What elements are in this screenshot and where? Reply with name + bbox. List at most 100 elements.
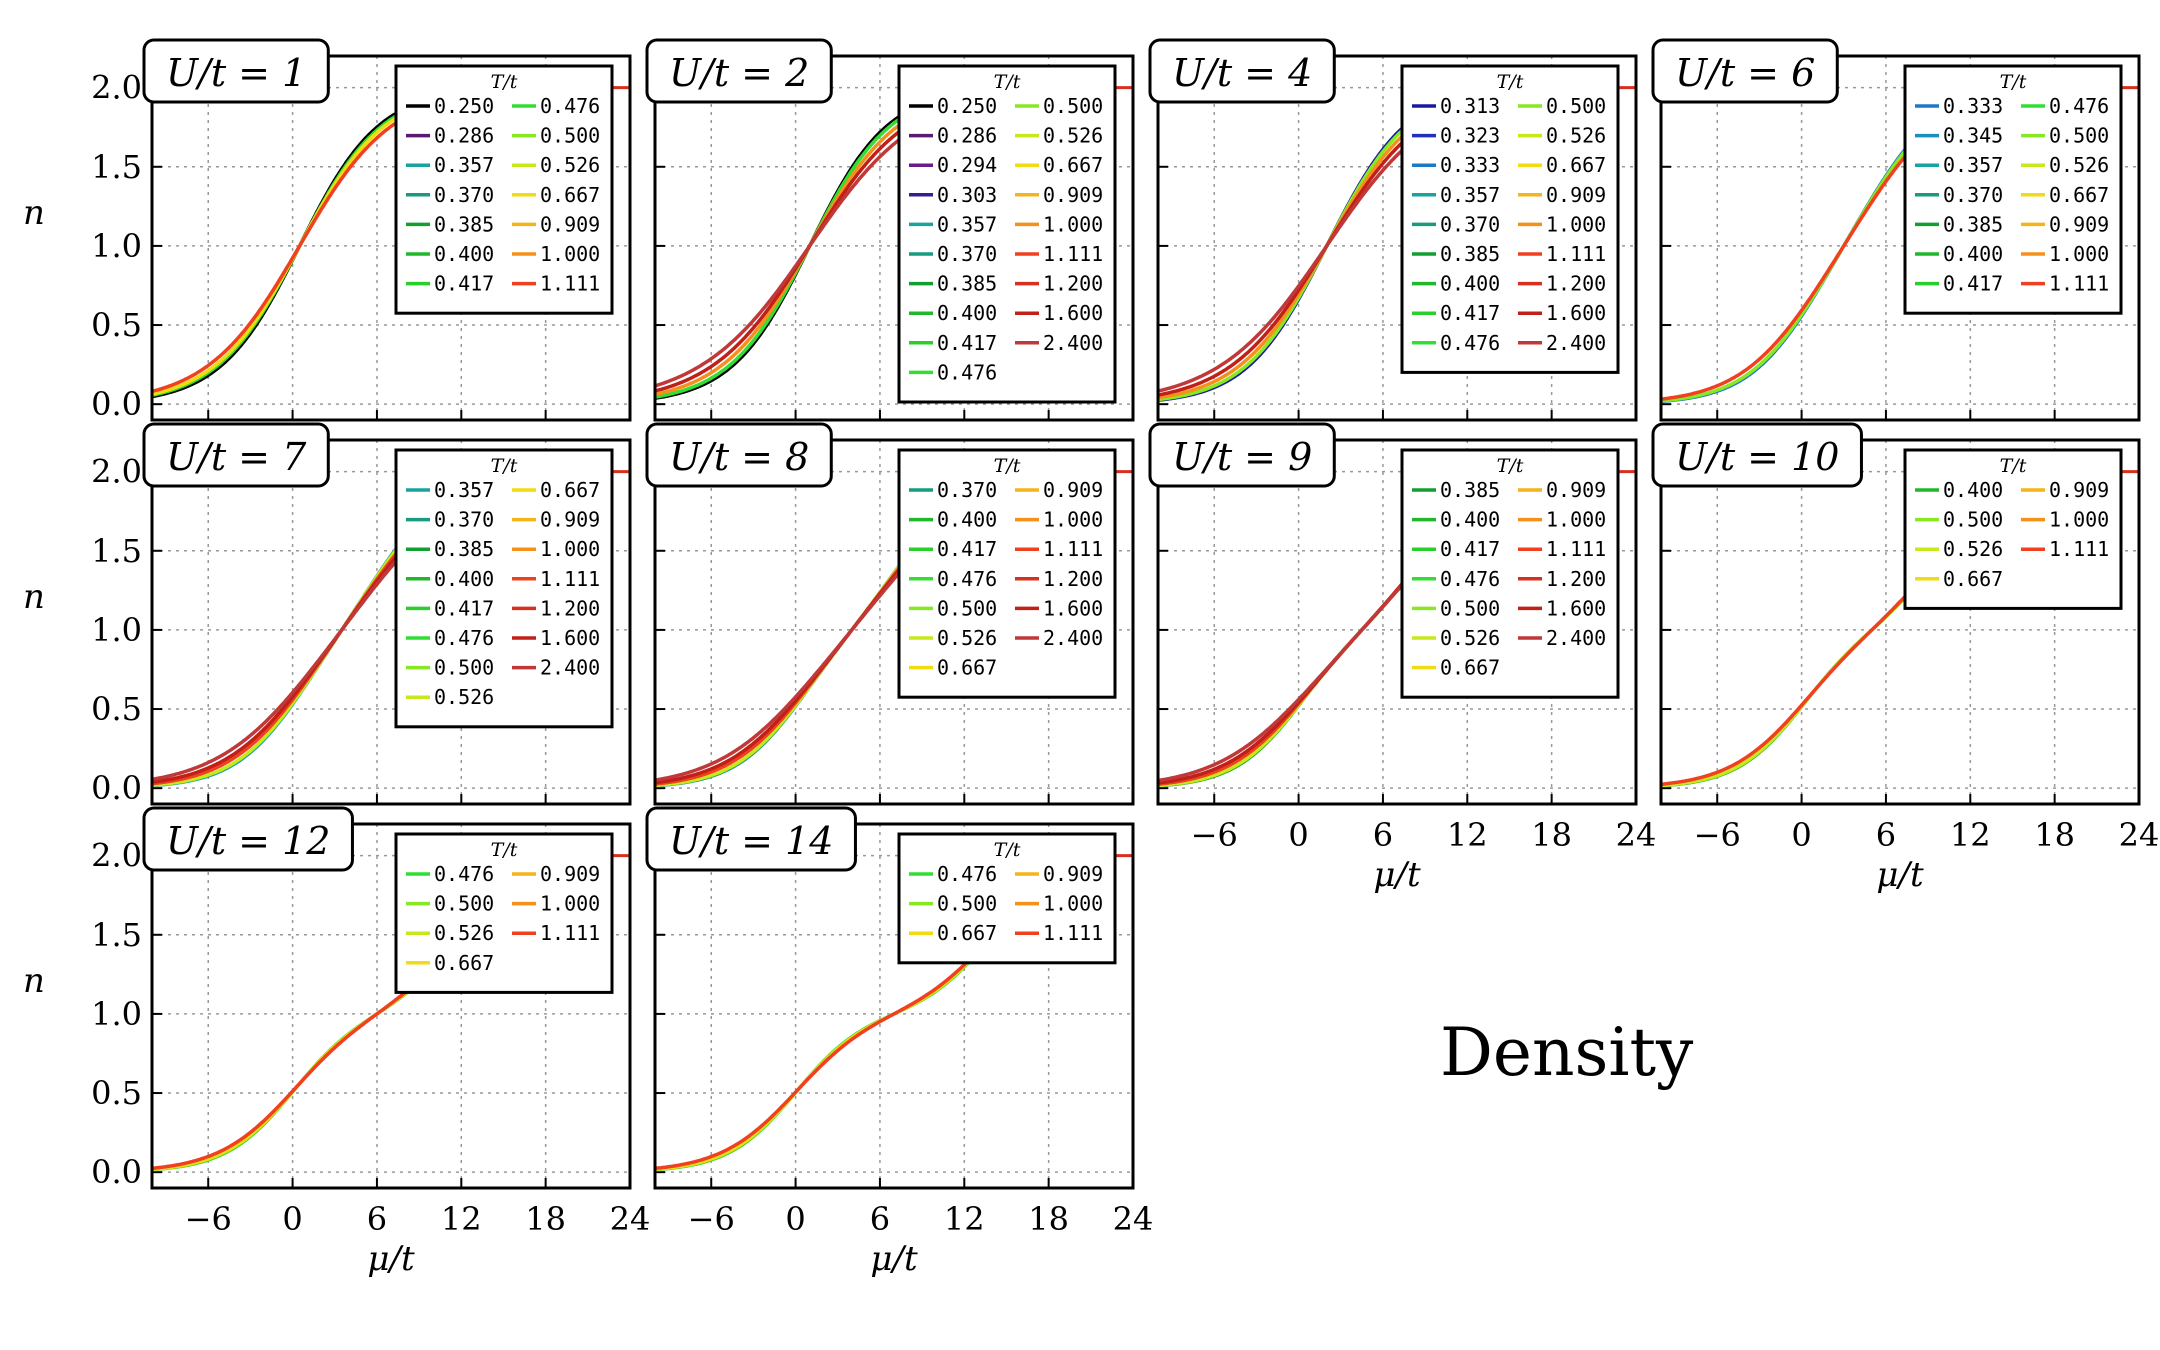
plot-frame <box>653 822 1135 1190</box>
x-tick-label: −6 <box>1694 816 1741 854</box>
y-tick-label: 0.0 <box>91 769 142 807</box>
panel-u-12: 0.0 0.5 1.0 1.5 2.0 n −6 0 6 12 18 24 μ/t U/t = 12 T/t… <box>23 806 650 1279</box>
legend-entry: 0.476 <box>434 862 494 886</box>
y-tick-label: 2.0 <box>91 837 142 875</box>
panel-u-6: U/t = 6 T/t0.333 0.345 0.357 0.370 0.385 0.400… <box>1651 38 2141 422</box>
legend-entry: 0.667 <box>540 183 600 207</box>
plot-frame <box>1156 54 1638 422</box>
x-tick-label: 24 <box>1616 816 1657 854</box>
legend-entry: 0.357 <box>1440 183 1500 207</box>
series-line-t-1-600 <box>1158 139 1406 397</box>
series-line-t-2-400 <box>1158 574 1413 783</box>
legend-entry: 0.294 <box>937 153 997 177</box>
legend-entry: 0.667 <box>937 921 997 945</box>
x-tick-label: 0 <box>282 1200 302 1238</box>
legend-entry: 1.600 <box>1043 596 1103 620</box>
legend-entry: 0.357 <box>1943 153 2003 177</box>
legend-entry: 0.313 <box>1440 94 1500 118</box>
legend-entry: 0.385 <box>1440 478 1500 502</box>
legend-entry: 0.345 <box>1943 124 2003 148</box>
panel-title-box <box>1651 38 1839 104</box>
legend-entry: 0.526 <box>540 153 600 177</box>
series-line-t-1-600 <box>655 123 910 393</box>
legend-entry: 2.400 <box>1043 626 1103 650</box>
series-line-t-1-111 <box>655 934 994 1171</box>
legend-entry: 0.500 <box>1440 596 1500 620</box>
panel-title: U/t = 8 <box>669 435 809 479</box>
plot-frame <box>150 438 632 806</box>
legend-entry: 0.250 <box>434 94 494 118</box>
y-tick-label: 1.0 <box>91 227 142 265</box>
legend-entry: 0.909 <box>540 508 600 532</box>
panel-u-10: −6 0 6 12 18 24 μ/t U/t = 10 T/t0.400 0.500 0.526 0… <box>1651 422 2160 895</box>
panel-title: U/t = 9 <box>1172 435 1312 479</box>
y-tick-label: 0.0 <box>91 1153 142 1191</box>
series-line-t-0-385 <box>1158 571 1413 788</box>
y-tick-label: 2.0 <box>91 69 142 107</box>
legend-box <box>394 64 614 315</box>
legend-entry: 0.476 <box>1440 567 1500 591</box>
legend-title: T/t <box>491 71 518 93</box>
legend-entry: 0.385 <box>1440 242 1500 266</box>
legend-entry: 1.000 <box>1546 212 1606 236</box>
legend-entry: 0.909 <box>1043 478 1103 502</box>
x-tick-label: −6 <box>1191 816 1238 854</box>
legend-entry: 0.476 <box>540 94 600 118</box>
legend-entry: 1.111 <box>1043 242 1103 266</box>
y-axis-label: n <box>23 193 45 233</box>
legend-entry: 0.526 <box>1043 124 1103 148</box>
legend-entry: 0.385 <box>434 537 494 561</box>
x-tick-label: 24 <box>2119 816 2160 854</box>
legend-box <box>394 448 614 729</box>
legend-entry: 0.303 <box>937 183 997 207</box>
y-tick-label: 1.5 <box>91 148 142 186</box>
panel-u-7: 0.0 0.5 1.0 1.5 2.0 n U/t = 7 T/t0.357 0.370 0.38… <box>23 422 632 807</box>
plot-frame <box>653 438 1135 806</box>
plot-frame <box>150 822 632 1190</box>
legend-entry: 0.667 <box>1546 153 1606 177</box>
legend-entry: 0.500 <box>1546 94 1606 118</box>
legend-entry: 0.385 <box>1943 212 2003 236</box>
legend-entry: 1.000 <box>1043 212 1103 236</box>
series-line-t-0-526 <box>152 537 407 787</box>
legend-entry: 0.250 <box>937 94 997 118</box>
series-line-t-1-111 <box>152 978 421 1171</box>
series-line-t-2-400 <box>152 550 407 782</box>
legend-entry: 1.111 <box>540 921 600 945</box>
legend-entry: 0.286 <box>937 124 997 148</box>
figure-label: Density <box>1440 1014 1694 1091</box>
legend-entry: 1.200 <box>540 596 600 620</box>
panel-u-4: U/t = 4 T/t0.313 0.323 0.333 0.357 0.370 0.385… <box>1148 38 1638 422</box>
legend-entry: 0.400 <box>1440 508 1500 532</box>
plot-frame <box>1659 54 2141 422</box>
y-tick-label: 0.5 <box>91 306 142 344</box>
legend-entry: 1.000 <box>1043 892 1103 916</box>
legend-entry: 0.909 <box>1043 862 1103 886</box>
legend-entry: 0.400 <box>434 567 494 591</box>
series-line-t-0-357 <box>152 535 407 788</box>
legend-entry: 1.111 <box>1546 242 1606 266</box>
panel-title-box <box>1148 422 1336 488</box>
legend-entry: 0.357 <box>434 478 494 502</box>
legend-entry: 1.000 <box>540 537 600 561</box>
legend-entry: 1.600 <box>540 626 600 650</box>
series-line-t-0-400 <box>1661 594 1909 788</box>
legend-box <box>1903 448 2123 610</box>
legend-entry: 0.526 <box>2049 153 2109 177</box>
panel-u-2: U/t = 2 T/t0.250 0.286 0.294 0.303 0.357 0.370… <box>645 38 1135 422</box>
legend-box <box>897 64 1117 404</box>
legend-entry: 0.909 <box>2049 478 2109 502</box>
series-line-t-0-476 <box>152 113 399 398</box>
legend-box <box>1400 448 1620 699</box>
series-line-t-2-400 <box>655 131 910 388</box>
x-tick-label: 24 <box>1113 1200 1154 1238</box>
legend-entry: 0.333 <box>1943 94 2003 118</box>
legend-box <box>897 448 1117 699</box>
legend-entry: 1.111 <box>2049 537 2109 561</box>
legend-title: T/t <box>2000 455 2027 477</box>
panel-title: U/t = 2 <box>669 51 809 95</box>
x-axis-label: μ/t <box>1876 855 1924 895</box>
legend-entry: 2.400 <box>1043 331 1103 355</box>
x-tick-label: 0 <box>1791 816 1811 854</box>
